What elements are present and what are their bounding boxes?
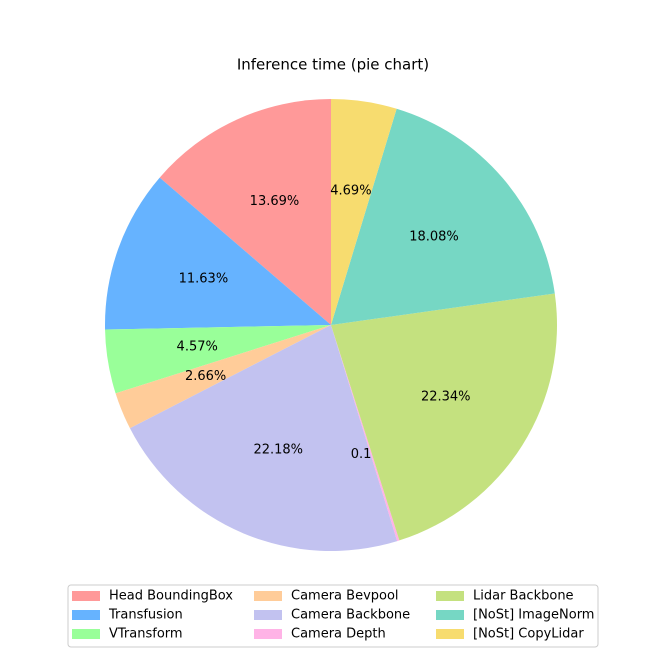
data-label: 18.08%	[409, 229, 459, 244]
legend-swatch	[436, 610, 464, 620]
legend-label: Lidar Backbone	[473, 589, 574, 604]
legend-swatch	[72, 610, 100, 620]
legend-label: [NoSt] CopyLidar	[473, 627, 584, 642]
data-label: 11.63%	[179, 272, 229, 287]
legend-label: Camera Depth	[291, 627, 386, 642]
legend-swatch	[436, 591, 464, 601]
legend-swatch	[254, 591, 282, 601]
pie-wedge	[105, 325, 331, 394]
legend-swatch	[254, 629, 282, 639]
pie-wedge	[104, 177, 331, 330]
pie-wedge	[331, 325, 400, 542]
data-label: 22.34%	[421, 390, 471, 405]
data-label: 4.57%	[177, 340, 218, 355]
legend-label: Camera Backbone	[291, 608, 410, 623]
data-label: 2.66%	[185, 369, 226, 384]
legend-swatch	[436, 629, 464, 639]
legend-label: VTransform	[109, 627, 183, 642]
legend-label: Camera Bevpool	[291, 589, 399, 604]
chart-title: Inference time (pie chart)	[237, 56, 429, 74]
legend-label: [NoSt] ImageNorm	[473, 608, 594, 623]
data-label: 4.69%	[330, 183, 371, 198]
data-label: 22.18%	[253, 442, 303, 457]
pie-wedge	[331, 293, 557, 541]
legend-swatch	[254, 610, 282, 620]
data-label: 13.69%	[250, 194, 300, 209]
legend-box	[67, 584, 599, 648]
legend-label: Head BoundingBox	[109, 589, 233, 604]
pie-wedge	[129, 325, 398, 551]
pie-wedge	[331, 108, 555, 325]
pie-wedge	[159, 99, 331, 325]
pie-wedge	[331, 99, 397, 325]
legend-swatch	[72, 591, 100, 601]
pie-wedge	[115, 325, 331, 429]
legend-swatch	[72, 629, 100, 639]
legend-label: Transfusion	[108, 608, 183, 623]
